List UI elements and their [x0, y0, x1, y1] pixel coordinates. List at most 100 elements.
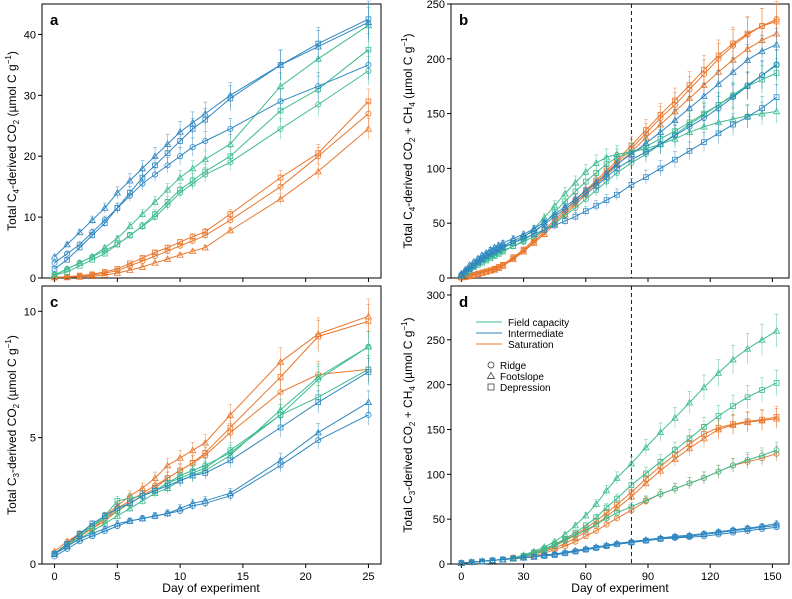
point-footslope	[582, 167, 590, 175]
series-line	[54, 70, 369, 276]
point-depression	[730, 403, 736, 409]
panel-d-xtick-label: 30	[517, 571, 529, 583]
point-ridge	[227, 125, 234, 132]
point-depression	[603, 197, 610, 203]
point-depression	[715, 130, 722, 137]
panel-c-xtick-label: 10	[174, 571, 186, 583]
point-depression	[202, 470, 209, 476]
series-c-intermediate-ridge	[51, 404, 372, 560]
point-footslope	[188, 499, 197, 507]
point-footslope	[101, 204, 109, 211]
point-depression	[773, 414, 780, 420]
point-footslope	[551, 210, 559, 218]
point-depression	[458, 560, 465, 566]
point-footslope	[592, 178, 600, 186]
point-footslope	[314, 167, 322, 175]
series-line	[54, 101, 369, 278]
point-footslope	[656, 128, 665, 136]
point-footslope	[743, 56, 752, 63]
point-ridge	[593, 521, 600, 528]
point-depression	[114, 205, 121, 211]
point-depression	[686, 148, 693, 154]
point-depression	[152, 211, 158, 217]
point-depression	[614, 191, 620, 198]
point-depression	[593, 514, 599, 521]
point-depression	[562, 550, 568, 557]
point-depression	[127, 189, 133, 196]
point-ridge	[671, 485, 678, 492]
point-depression	[164, 150, 171, 156]
point-depression	[628, 182, 635, 188]
point-depression	[701, 423, 707, 430]
point-footslope	[642, 443, 650, 451]
point-depression	[177, 138, 183, 144]
point-footslope	[138, 484, 147, 491]
point-footslope	[671, 116, 679, 123]
legend-symbol-ridge	[487, 361, 495, 369]
point-ridge	[759, 72, 766, 79]
point-depression	[759, 105, 765, 111]
point-depression	[189, 177, 196, 184]
point-footslope	[201, 155, 209, 163]
point-ridge	[686, 480, 693, 487]
series-d-field_capacity-footslope	[457, 314, 781, 566]
point-footslope	[163, 509, 172, 517]
point-footslope	[571, 178, 580, 186]
point-footslope	[729, 68, 737, 75]
point-depression	[466, 266, 473, 273]
point-depression	[657, 165, 664, 172]
point-footslope	[138, 263, 147, 270]
series-line	[54, 128, 369, 278]
point-footslope	[364, 398, 373, 406]
point-footslope	[582, 527, 590, 535]
point-footslope	[163, 185, 172, 193]
point-depression	[643, 470, 649, 477]
point-depression	[365, 98, 372, 105]
point-footslope	[151, 512, 159, 519]
point-depression	[773, 380, 780, 386]
x-axis-label-left: Day of experiment	[162, 581, 260, 595]
point-ridge	[177, 153, 184, 160]
series-line	[54, 401, 369, 555]
point-footslope	[602, 486, 611, 494]
point-ridge	[773, 61, 780, 68]
point-ridge	[277, 125, 284, 132]
panel-b: b 0 50 100 150 200 250	[427, 0, 790, 285]
point-footslope	[75, 228, 84, 236]
point-footslope	[582, 186, 590, 194]
series-line	[54, 18, 369, 270]
panel-a-ytick-label: 20	[24, 151, 36, 163]
point-footslope	[138, 210, 147, 217]
point-depression	[189, 233, 196, 240]
series-b-saturation-ridge	[458, 0, 780, 281]
point-depression	[510, 240, 517, 246]
point-depression	[152, 487, 158, 494]
point-depression	[114, 266, 121, 272]
panel-d-xtick-label: 60	[580, 571, 592, 583]
point-footslope	[642, 479, 650, 487]
point-depression	[127, 500, 133, 507]
point-depression	[500, 556, 506, 563]
point-depression	[657, 111, 664, 118]
point-depression	[572, 213, 579, 220]
point-depression	[744, 30, 751, 37]
point-depression	[773, 522, 780, 529]
series-line	[54, 49, 369, 276]
point-depression	[551, 552, 558, 558]
point-depression	[164, 244, 171, 251]
point-depression	[520, 554, 527, 561]
panel-c-plot: 0 5 10 0 5 10 15 20 25	[24, 298, 375, 583]
panel-b-plot: 0 50 100 150 200 250	[427, 0, 781, 285]
point-footslope	[151, 198, 159, 205]
point-depression	[315, 399, 322, 406]
point-depression	[89, 271, 96, 278]
panel-a-plot: 0 10 20 30 40	[24, 0, 373, 285]
point-depression	[744, 418, 751, 425]
panel-a-letter: a	[50, 12, 59, 29]
point-depression	[471, 271, 477, 278]
point-footslope	[151, 474, 159, 481]
point-depression	[541, 553, 548, 559]
panel-d-ylabel: Total C3-derived CO2 + CH4 (µmol C g−1)	[400, 317, 417, 532]
point-footslope	[772, 40, 781, 48]
point-depression	[614, 495, 620, 502]
